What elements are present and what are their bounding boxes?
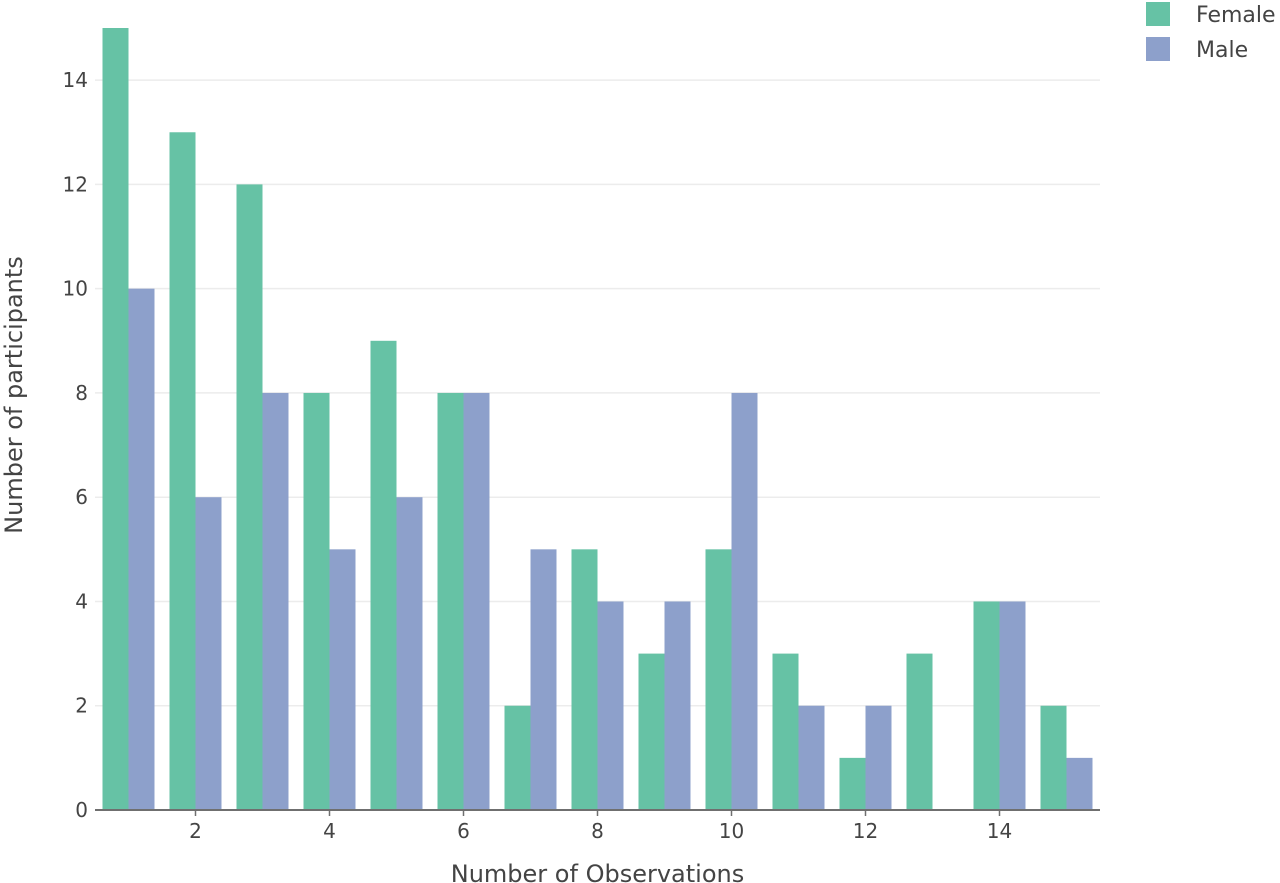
bar-female-4	[303, 392, 330, 810]
bar-female-7	[504, 705, 531, 810]
bar-male-4	[329, 549, 356, 810]
x-tick-4: 4	[323, 819, 336, 843]
bar-female-2	[169, 132, 196, 810]
legend-swatch-female	[1146, 2, 1170, 26]
x-tick-6: 6	[457, 819, 470, 843]
y-tick-10: 10	[63, 277, 88, 301]
y-axis-title: Number of participants	[0, 256, 28, 534]
x-tick-12: 12	[853, 819, 878, 843]
legend: Female Male	[1146, 2, 1276, 63]
bar-male-14	[999, 601, 1026, 810]
y-tick-2: 2	[75, 694, 88, 718]
bar-female-1	[102, 28, 129, 810]
bar-male-8	[597, 601, 624, 810]
bar-female-12	[839, 757, 866, 810]
y-tick-0: 0	[75, 798, 88, 822]
bar-female-5	[370, 340, 397, 810]
y-tick-labels: 0 2 4 6 8 10 12 14	[63, 68, 88, 822]
legend-label-female: Female	[1196, 3, 1276, 28]
bar-male-2	[195, 497, 222, 810]
bar-male-3	[262, 392, 289, 810]
x-tick-10: 10	[719, 819, 744, 843]
x-tick-14: 14	[987, 819, 1012, 843]
bar-male-9	[664, 601, 691, 810]
x-tick-2: 2	[189, 819, 202, 843]
bar-female-3	[236, 184, 263, 810]
bars	[102, 28, 1093, 811]
x-tick-8: 8	[591, 819, 604, 843]
y-tick-8: 8	[75, 381, 88, 405]
bar-female-14	[973, 601, 1000, 810]
x-tick-labels: 2 4 6 8 10 12 14	[189, 810, 1012, 843]
bar-female-11	[772, 653, 799, 810]
bar-male-11	[798, 705, 825, 810]
bar-female-6	[437, 392, 464, 810]
y-tick-4: 4	[75, 589, 88, 613]
y-tick-6: 6	[75, 485, 88, 509]
bar-male-6	[463, 392, 490, 810]
legend-label-male: Male	[1196, 38, 1248, 63]
bar-female-10	[705, 549, 732, 810]
y-tick-14: 14	[63, 68, 88, 92]
legend-swatch-male	[1146, 37, 1170, 61]
bar-male-7	[530, 549, 557, 810]
bar-female-13	[906, 653, 933, 810]
bar-female-9	[638, 653, 665, 810]
bar-male-5	[396, 497, 423, 810]
x-axis-title: Number of Observations	[451, 860, 744, 883]
bar-female-15	[1040, 705, 1067, 810]
bar-female-8	[571, 549, 598, 810]
y-tick-12: 12	[63, 172, 88, 196]
bar-male-10	[731, 392, 758, 810]
bar-male-12	[865, 705, 892, 810]
bar-male-15	[1066, 757, 1093, 810]
bar-male-1	[128, 288, 155, 811]
